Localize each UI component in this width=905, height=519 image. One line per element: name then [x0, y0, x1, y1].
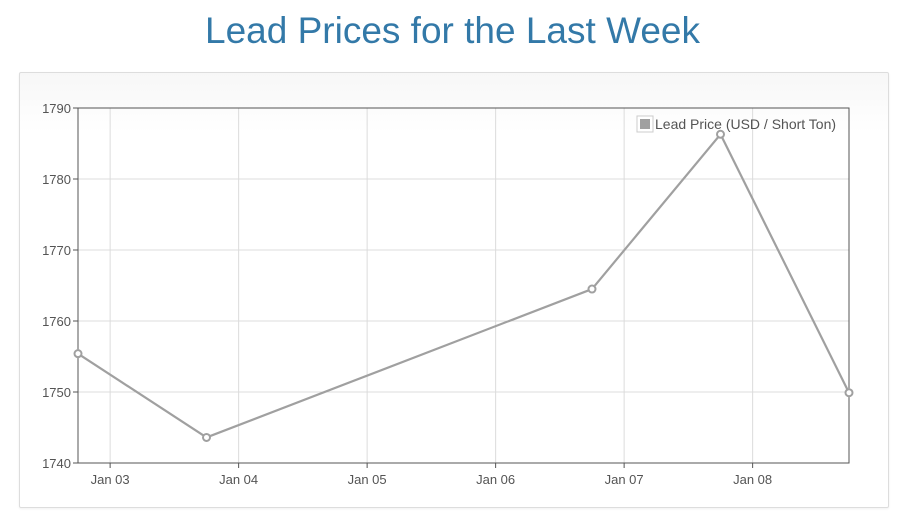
legend: Lead Price (USD / Short Ton) — [636, 115, 836, 133]
y-tick-label: 1740 — [42, 456, 71, 471]
page-title: Lead Prices for the Last Week — [205, 10, 700, 51]
x-tick-label: Jan 08 — [733, 472, 772, 487]
data-point[interactable] — [202, 432, 211, 442]
x-tick-label: Jan 07 — [605, 472, 644, 487]
x-tick-label: Jan 06 — [476, 472, 515, 487]
x-tick-label: Jan 03 — [91, 472, 130, 487]
y-tick-label: 1760 — [42, 314, 71, 329]
grid — [78, 108, 849, 463]
plot-frame — [77, 107, 850, 464]
series-layer — [73, 129, 854, 442]
data-point[interactable] — [73, 349, 83, 359]
y-tick-label: 1750 — [42, 385, 71, 400]
y-tick-label: 1790 — [42, 101, 71, 116]
y-tick-label: 1780 — [42, 172, 71, 187]
legend-label: Lead Price (USD / Short Ton) — [655, 116, 836, 132]
legend-swatch — [640, 119, 650, 129]
x-axis: Jan 03 Jan 04 Jan 05 Jan 06 Jan 07 Jan 08 — [91, 463, 772, 487]
chart-panel — [19, 72, 889, 508]
x-tick-label: Jan 04 — [219, 472, 258, 487]
data-point[interactable] — [844, 388, 854, 398]
y-tick-label: 1770 — [42, 243, 71, 258]
data-point[interactable] — [716, 129, 725, 139]
y-axis: 1740 1750 1760 1770 1780 1790 — [42, 101, 78, 471]
x-tick-label: Jan 05 — [348, 472, 387, 487]
data-point[interactable] — [587, 284, 597, 294]
